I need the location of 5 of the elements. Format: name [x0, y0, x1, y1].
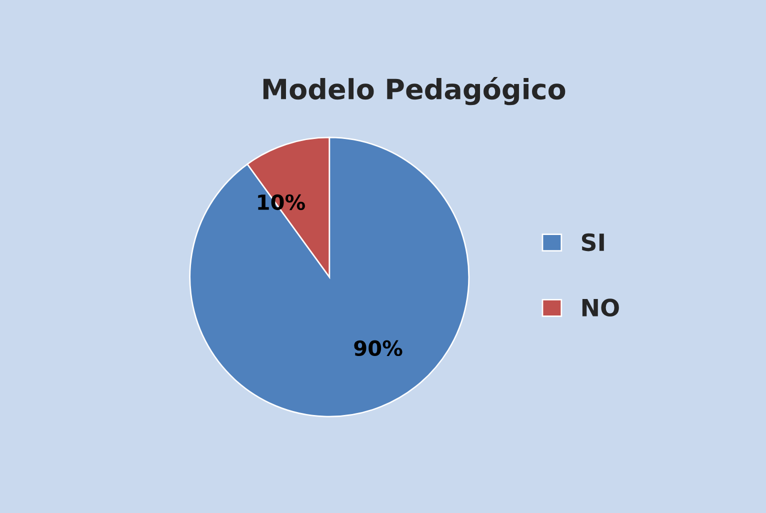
legend-label: SI	[582, 233, 604, 252]
legend-label: NO	[582, 298, 619, 317]
data-label: 90%	[354, 340, 402, 356]
pie-slice	[189, 136, 470, 418]
chart-title: Modelo Pedagógico	[263, 76, 566, 106]
